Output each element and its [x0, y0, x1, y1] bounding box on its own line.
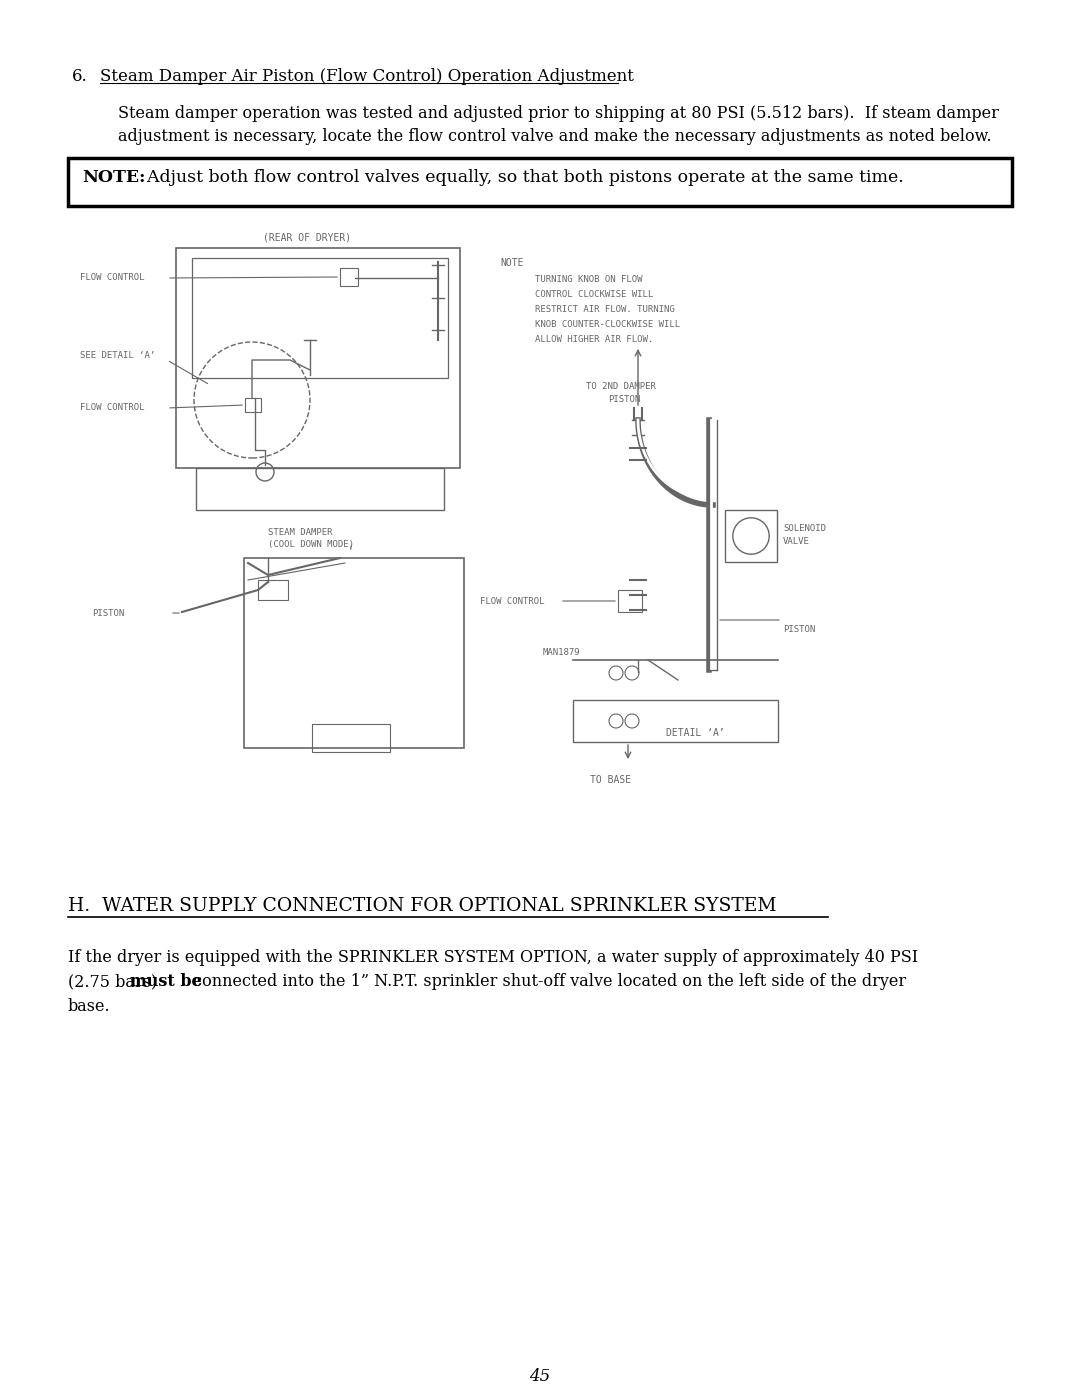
Text: TO 2ND DAMPER: TO 2ND DAMPER [586, 381, 656, 391]
Text: base.: base. [68, 997, 110, 1016]
Text: MAN1879: MAN1879 [543, 648, 581, 657]
Text: ALLOW HIGHER AIR FLOW.: ALLOW HIGHER AIR FLOW. [535, 335, 653, 344]
Text: H.  WATER SUPPLY CONNECTION FOR OPTIONAL SPRINKLER SYSTEM: H. WATER SUPPLY CONNECTION FOR OPTIONAL … [68, 897, 777, 915]
Bar [176, 249, 460, 468]
Bar [245, 398, 261, 412]
Text: SEE DETAIL ‘A’: SEE DETAIL ‘A’ [80, 351, 156, 359]
Text: VALVE: VALVE [783, 536, 810, 546]
Text: STEAM DAMPER: STEAM DAMPER [268, 528, 333, 536]
Text: NOTE:: NOTE: [82, 169, 146, 186]
Text: Adjust both flow control valves equally, so that both pistons operate at the sam: Adjust both flow control valves equally,… [136, 169, 904, 186]
Text: SOLENOID: SOLENOID [783, 524, 826, 534]
Text: TO BASE: TO BASE [590, 775, 631, 785]
Bar [340, 268, 357, 286]
Text: PISTON: PISTON [608, 395, 640, 404]
Bar [258, 580, 288, 599]
Text: PISTON: PISTON [92, 609, 124, 617]
Bar [195, 468, 444, 510]
Bar [68, 158, 1012, 205]
Bar [312, 724, 390, 752]
Text: DETAIL ‘A’: DETAIL ‘A’ [666, 728, 725, 738]
Bar [618, 590, 642, 612]
Text: PISTON: PISTON [783, 624, 815, 634]
Text: Steam damper operation was tested and adjusted prior to shipping at 80 PSI (5.51: Steam damper operation was tested and ad… [118, 105, 999, 122]
Bar [244, 557, 464, 747]
Bar [725, 510, 777, 562]
Text: CONTROL CLOCKWISE WILL: CONTROL CLOCKWISE WILL [535, 291, 653, 299]
Text: FLOW CONTROL: FLOW CONTROL [480, 597, 544, 605]
Text: If the dryer is equipped with the SPRINKLER SYSTEM OPTION, a water supply of app: If the dryer is equipped with the SPRINK… [68, 949, 918, 965]
Text: (2.75 bars): (2.75 bars) [68, 972, 162, 990]
Text: RESTRICT AIR FLOW. TURNING: RESTRICT AIR FLOW. TURNING [535, 305, 675, 314]
Text: 45: 45 [529, 1368, 551, 1384]
Bar [573, 700, 778, 742]
Text: TURNING KNOB ON FLOW: TURNING KNOB ON FLOW [535, 275, 643, 284]
Text: adjustment is necessary, locate the flow control valve and make the necessary ad: adjustment is necessary, locate the flow… [118, 129, 991, 145]
Text: (REAR OF DRYER): (REAR OF DRYER) [264, 232, 351, 242]
Text: FLOW CONTROL: FLOW CONTROL [80, 274, 145, 282]
Text: KNOB COUNTER-CLOCKWISE WILL: KNOB COUNTER-CLOCKWISE WILL [535, 320, 680, 330]
Text: Steam Damper Air Piston (Flow Control) Operation Adjustment: Steam Damper Air Piston (Flow Control) O… [100, 68, 634, 85]
Bar [192, 258, 448, 379]
Text: FLOW CONTROL: FLOW CONTROL [80, 404, 145, 412]
Text: connected into the 1” N.P.T. sprinkler shut-off valve located on the left side o: connected into the 1” N.P.T. sprinkler s… [188, 972, 906, 990]
Text: NOTE: NOTE [500, 258, 524, 268]
Text: must be: must be [130, 972, 202, 990]
Text: (COOL DOWN MODE): (COOL DOWN MODE) [268, 541, 354, 549]
Text: 6.: 6. [72, 68, 87, 85]
